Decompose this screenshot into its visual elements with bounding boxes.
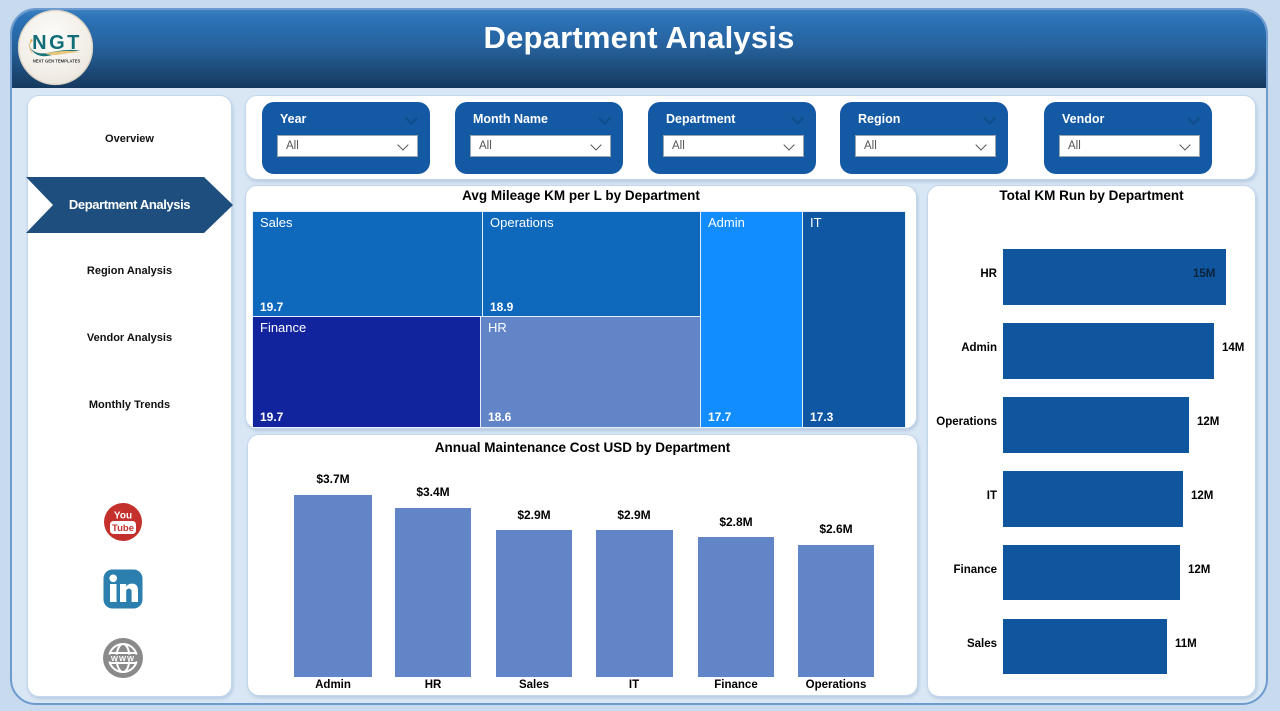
svg-text:NGT: NGT [32, 32, 82, 54]
svg-text:You: You [114, 511, 132, 522]
svg-text:WWW: WWW [111, 654, 135, 663]
svg-text:Tube: Tube [112, 523, 134, 534]
svg-text:NEXT GEN TEMPLATES: NEXT GEN TEMPLATES [33, 59, 81, 64]
